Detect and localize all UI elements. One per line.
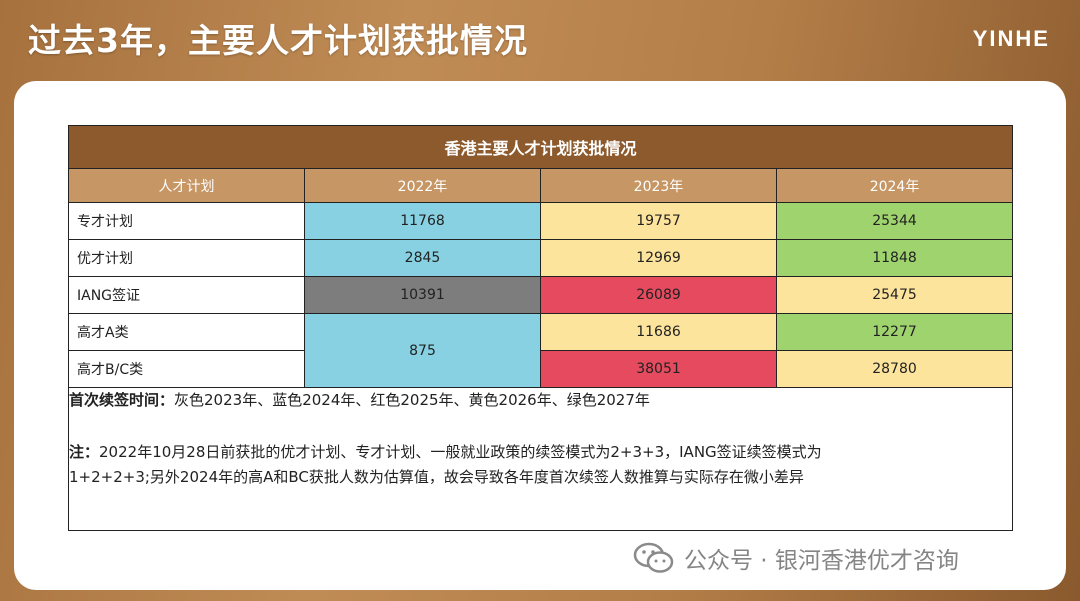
table-cell: 11686 [540, 313, 777, 351]
renewal-text: 灰色2023年、蓝色2024年、红色2025年、黄色2026年、绿色2027年 [174, 391, 650, 409]
table-row: 优才计划 2845 12969 11848 [68, 239, 1014, 277]
table-row: IANG签证 10391 26089 25475 [68, 276, 1014, 314]
footnote-line-2: 1+2+2+3;另外2024年的高A和BC获批人数为估算值，故会导致各年度首次续… [69, 468, 804, 486]
talent-scheme-table: 香港主要人才计划获批情况 人才计划 2022年 2023年 2024年 专才计划… [67, 125, 1014, 531]
company-logo: YINHE [972, 26, 1050, 51]
table-cell: 2845 [304, 239, 541, 277]
column-header-2024: 2024年 [775, 168, 1014, 203]
table-title: 香港主要人才计划获批情况 [67, 125, 1014, 169]
column-header-2023: 2023年 [540, 168, 777, 203]
table-row: 专才计划 11768 19757 25344 [68, 202, 1014, 240]
column-header-scheme: 人才计划 [68, 168, 305, 203]
table-cell: 12969 [540, 239, 777, 277]
row-label: 专才计划 [68, 202, 305, 240]
table-cell: 10391 [304, 276, 541, 314]
table-cell: 25475 [775, 276, 1014, 314]
table-cell-merged: 875 [304, 313, 541, 388]
table-cell: 19757 [540, 202, 777, 240]
table-cell: 11768 [304, 202, 541, 240]
row-label: 优才计划 [68, 239, 305, 277]
table-cell: 26089 [540, 276, 777, 314]
table-cell: 28780 [775, 350, 1014, 388]
table-cell: 38051 [540, 350, 777, 388]
row-label: 高才B/C类 [68, 350, 305, 388]
footnote-line-1: 2022年10月28日前获批的优才计划、专才计划、一般就业政策的续签模式为2+3… [99, 443, 822, 461]
slide-title: 过去3年，主要人才计划获批情况 [28, 21, 528, 60]
table-row: 高才B/C类 38051 28780 [68, 350, 1014, 388]
column-header-2022: 2022年 [304, 168, 541, 203]
row-label: IANG签证 [68, 276, 305, 314]
wechat-icon [633, 542, 674, 573]
notes-cell: 首次续签时间：灰色2023年、蓝色2024年、红色2025年、黄色2026年、绿… [67, 387, 1014, 531]
footnote: 注：2022年10月28日前获批的优才计划、专才计划、一般就业政策的续签模式为2… [69, 440, 1012, 465]
table-cell: 25344 [775, 202, 1014, 240]
table-cell: 11848 [775, 239, 1014, 277]
watermark: 公众号 · 银河香港优才咨询 [632, 540, 959, 576]
table-cell: 12277 [775, 313, 1014, 351]
renewal-note: 首次续签时间：灰色2023年、蓝色2024年、红色2025年、黄色2026年、绿… [69, 388, 1012, 413]
row-label: 高才A类 [68, 313, 305, 351]
footnote-label: 注： [69, 443, 100, 461]
renewal-label: 首次续签时间： [69, 391, 175, 409]
table-row: 高才A类 875 11686 12277 [68, 313, 1014, 388]
watermark-text: 公众号 · 银河香港优才咨询 [684, 548, 959, 574]
